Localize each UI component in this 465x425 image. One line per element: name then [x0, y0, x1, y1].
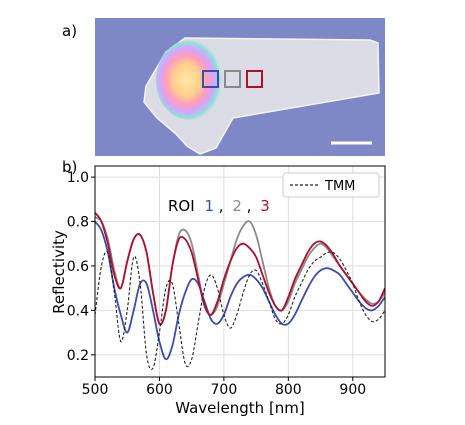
- interference-rings: [156, 40, 224, 120]
- legend-box: [282, 172, 380, 198]
- series-line-3: [95, 212, 385, 326]
- x-tick-label: 700: [211, 382, 238, 398]
- y-tick-label: 1.0: [67, 170, 89, 186]
- roi-annotation-prefix: ROI: [168, 197, 195, 215]
- plot-ticks: 500 600 700 800 900 0.2 0.4 0.6 0.8 1.0: [67, 170, 366, 398]
- roi-box-2: [224, 70, 241, 88]
- roi-annotation-3: 3: [260, 197, 270, 215]
- roi-annotation-1: 1: [204, 197, 214, 215]
- series-line-tmm: [95, 250, 385, 371]
- roi-annotation-sep-2: ,: [247, 197, 252, 215]
- y-axis-label: Reflectivity: [50, 230, 68, 314]
- roi-box-1: [202, 70, 219, 88]
- legend-label-tmm: TMM: [324, 179, 355, 194]
- roi-annotation: ROI 1 , 2 , 3: [168, 197, 270, 215]
- plot-frame: [94, 165, 386, 378]
- x-tick-label: 800: [275, 382, 302, 398]
- legend: TMM: [282, 172, 380, 198]
- roi-annotation-sep-1: ,: [219, 197, 224, 215]
- plot-series: [95, 212, 385, 371]
- panel-b-label: b): [62, 158, 77, 176]
- x-tick-label: 500: [82, 382, 109, 398]
- y-tick-label: 0.6: [67, 259, 89, 275]
- series-line-1: [95, 220, 385, 361]
- x-axis-label: Wavelength [nm]: [175, 399, 305, 417]
- y-tick-label: 0.8: [67, 215, 89, 231]
- micrograph: [95, 18, 385, 156]
- y-tick-label: 0.4: [67, 303, 89, 319]
- x-tick-label: 600: [146, 382, 173, 398]
- y-tick-label: 0.2: [67, 348, 89, 364]
- panel-a-label: a): [62, 22, 77, 40]
- roi-box-3: [246, 70, 263, 88]
- roi-annotation-2: 2: [232, 197, 242, 215]
- x-tick-label: 900: [339, 382, 366, 398]
